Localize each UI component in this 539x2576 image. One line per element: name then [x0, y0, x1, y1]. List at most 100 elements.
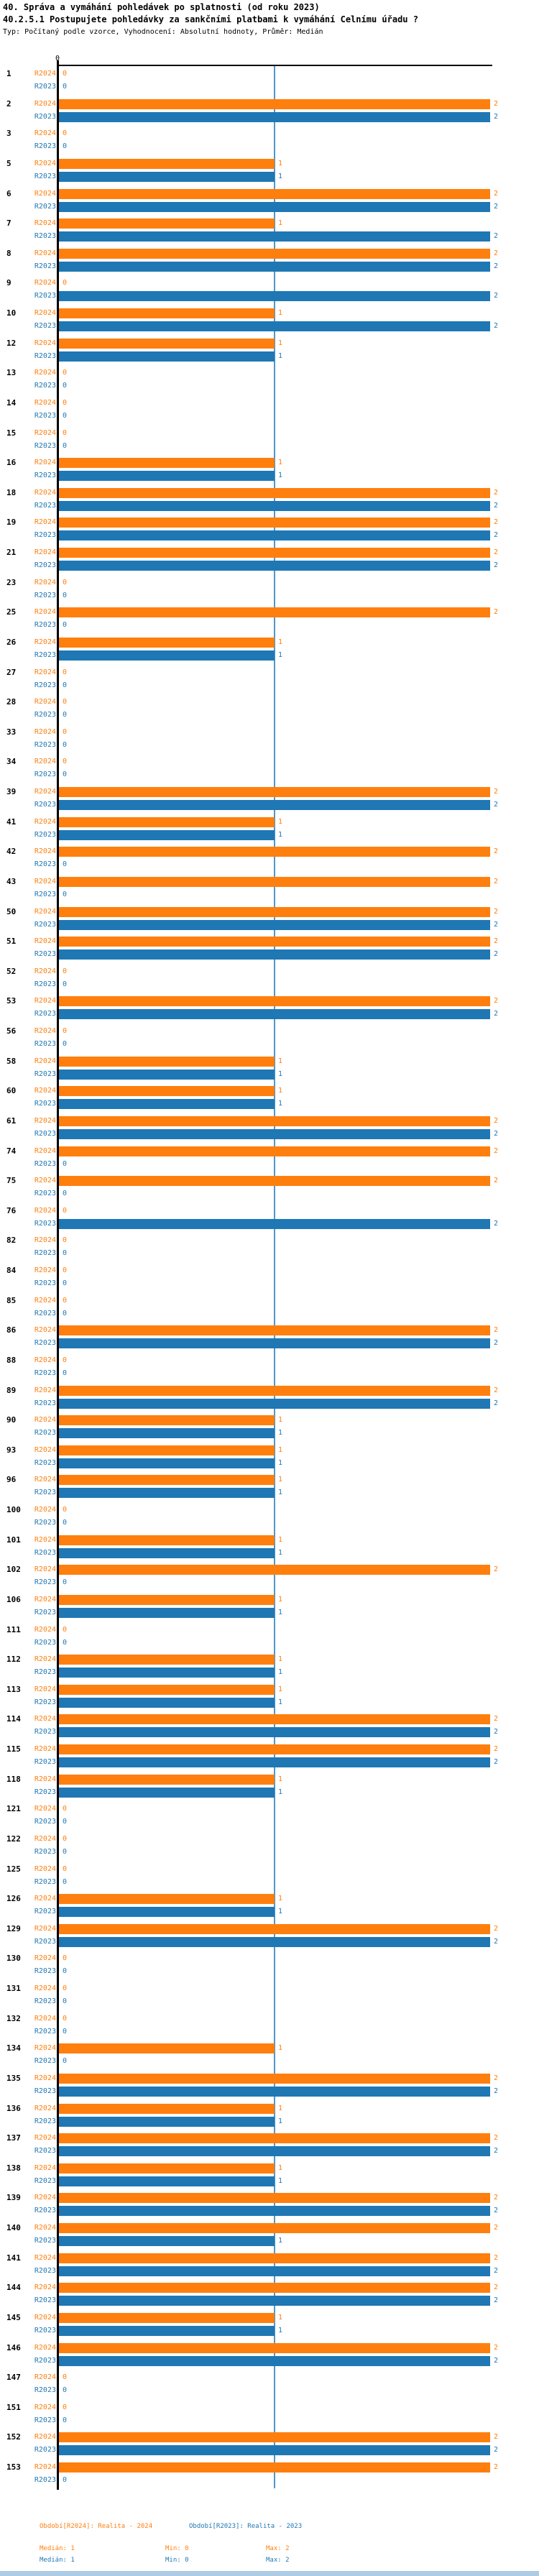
series-label-r2023: R2023	[34, 441, 56, 450]
row-number: 130	[6, 1954, 21, 1964]
series-label-r2024: R2024	[34, 668, 56, 676]
bar-r2023	[59, 111, 490, 122]
bar-r2024	[59, 1565, 490, 1576]
value-label-r2024: 1	[278, 339, 283, 347]
chart-row-19: 19 R2024 2 R2023 2	[0, 515, 539, 545]
row-number: 113	[6, 1684, 21, 1694]
value-label-r2024: 1	[278, 2163, 283, 2172]
value-label-r2024: 2	[494, 1326, 499, 1335]
value-label-r2023: 0	[63, 1309, 68, 1317]
bar-r2023	[59, 261, 490, 272]
series-label-r2023: R2023	[34, 1040, 56, 1048]
chart-row-3: 3 R2024 0 R2023 0	[0, 126, 539, 156]
value-label-r2024: 1	[278, 1895, 283, 1903]
bar-r2024	[59, 637, 275, 648]
value-label-r2023: 2	[494, 1339, 499, 1348]
row-number: 84	[6, 1266, 17, 1275]
chart-row-61: 61 R2024 2 R2023 2	[0, 1113, 539, 1144]
row-number: 102	[6, 1565, 21, 1575]
row-number: 56	[6, 1026, 17, 1036]
value-label-r2024: 2	[494, 2343, 499, 2352]
series-label-r2023: R2023	[34, 1159, 56, 1168]
chart-row-129: 129 R2024 2 R2023 2	[0, 1921, 539, 1951]
series-label-r2023: R2023	[34, 1070, 56, 1078]
value-label-r2024: 2	[494, 1116, 499, 1125]
row-number: 82	[6, 1236, 17, 1246]
value-label-r2024: 0	[63, 668, 68, 676]
series-label-r2023: R2023	[34, 1877, 56, 1886]
bar-r2023	[59, 471, 275, 482]
value-label-r2023: 0	[63, 1967, 68, 1976]
row-number: 42	[6, 847, 17, 857]
row-number: 2	[6, 98, 11, 109]
value-label-r2024: 2	[494, 997, 499, 1006]
chart-row-90: 90 R2024 1 R2023 1	[0, 1412, 539, 1443]
value-label-r2023: 0	[63, 1818, 68, 1826]
value-label-r2024: 2	[494, 1386, 499, 1394]
series-label-r2023: R2023	[34, 2416, 56, 2424]
series-label-r2024: R2024	[34, 2224, 56, 2232]
value-label-r2024: 0	[63, 428, 68, 437]
bar-r2023	[59, 1727, 490, 1738]
series-label-r2023: R2023	[34, 501, 56, 510]
value-label-r2023: 2	[494, 1010, 499, 1018]
value-label-r2023: 0	[63, 1190, 68, 1198]
series-label-r2024: R2024	[34, 1625, 56, 1634]
row-number: 93	[6, 1445, 17, 1455]
row-number: 52	[6, 966, 17, 976]
value-label-r2023: 1	[278, 650, 283, 659]
series-label-r2023: R2023	[34, 2057, 56, 2066]
chart-row-34: 34 R2024 0 R2023 0	[0, 754, 539, 784]
row-number: 139	[6, 2193, 21, 2203]
value-label-r2024: 2	[494, 189, 499, 198]
bar-r2024	[59, 2073, 490, 2084]
series-label-r2023: R2023	[34, 2356, 56, 2365]
series-label-r2024: R2024	[34, 1535, 56, 1544]
series-label-r2023: R2023	[34, 2176, 56, 2185]
bar-r2024	[59, 847, 490, 857]
value-label-r2023: 2	[494, 2266, 499, 2275]
row-number: 18	[6, 487, 17, 497]
value-label-r2024: 0	[63, 578, 68, 586]
value-label-r2024: 1	[278, 1535, 283, 1544]
series-label-r2023: R2023	[34, 1010, 56, 1018]
value-label-r2024: 1	[278, 1087, 283, 1095]
bar-r2024	[59, 2253, 490, 2263]
series-label-r2023: R2023	[34, 1368, 56, 1377]
series-label-r2023: R2023	[34, 1219, 56, 1228]
row-number: 144	[6, 2283, 21, 2293]
value-label-r2024: 0	[63, 1506, 68, 1514]
series-label-r2023: R2023	[34, 890, 56, 898]
chart-row-140: 140 R2024 2 R2023 1	[0, 2220, 539, 2250]
row-number: 121	[6, 1804, 21, 1814]
value-label-r2024: 2	[494, 1745, 499, 1753]
series-label-r2024: R2024	[34, 1266, 56, 1274]
series-label-r2023: R2023	[34, 292, 56, 300]
series-label-r2024: R2024	[34, 2313, 56, 2322]
row-number: 61	[6, 1116, 17, 1126]
series-label-r2024: R2024	[34, 727, 56, 736]
value-label-r2023: 2	[494, 202, 499, 211]
series-label-r2024: R2024	[34, 1027, 56, 1035]
row-number: 34	[6, 757, 17, 767]
row-number: 114	[6, 1714, 21, 1724]
value-label-r2024: 1	[278, 459, 283, 467]
bar-r2023	[59, 351, 275, 362]
chart-row-135: 135 R2024 2 R2023 2	[0, 2071, 539, 2101]
chart-row-6: 6 R2024 2 R2023 2	[0, 186, 539, 216]
chart-row-2: 2 R2024 2 R2023 2	[0, 96, 539, 126]
chart-row-147: 147 R2024 0 R2023 0	[0, 2370, 539, 2400]
bar-r2024	[59, 1056, 275, 1067]
bar-r2024	[59, 2312, 275, 2323]
series-label-r2023: R2023	[34, 980, 56, 988]
series-label-r2024: R2024	[34, 1745, 56, 1753]
chart-row-126: 126 R2024 1 R2023 1	[0, 1891, 539, 1921]
series-label-r2023: R2023	[34, 1279, 56, 1287]
value-label-r2024: 2	[494, 788, 499, 796]
bar-r2024	[59, 2223, 490, 2233]
row-number: 43	[6, 876, 17, 886]
series-label-r2023: R2023	[34, 1908, 56, 1916]
series-label-r2024: R2024	[34, 2343, 56, 2352]
bar-r2024	[59, 1744, 490, 1754]
bar-r2023	[59, 2206, 490, 2217]
